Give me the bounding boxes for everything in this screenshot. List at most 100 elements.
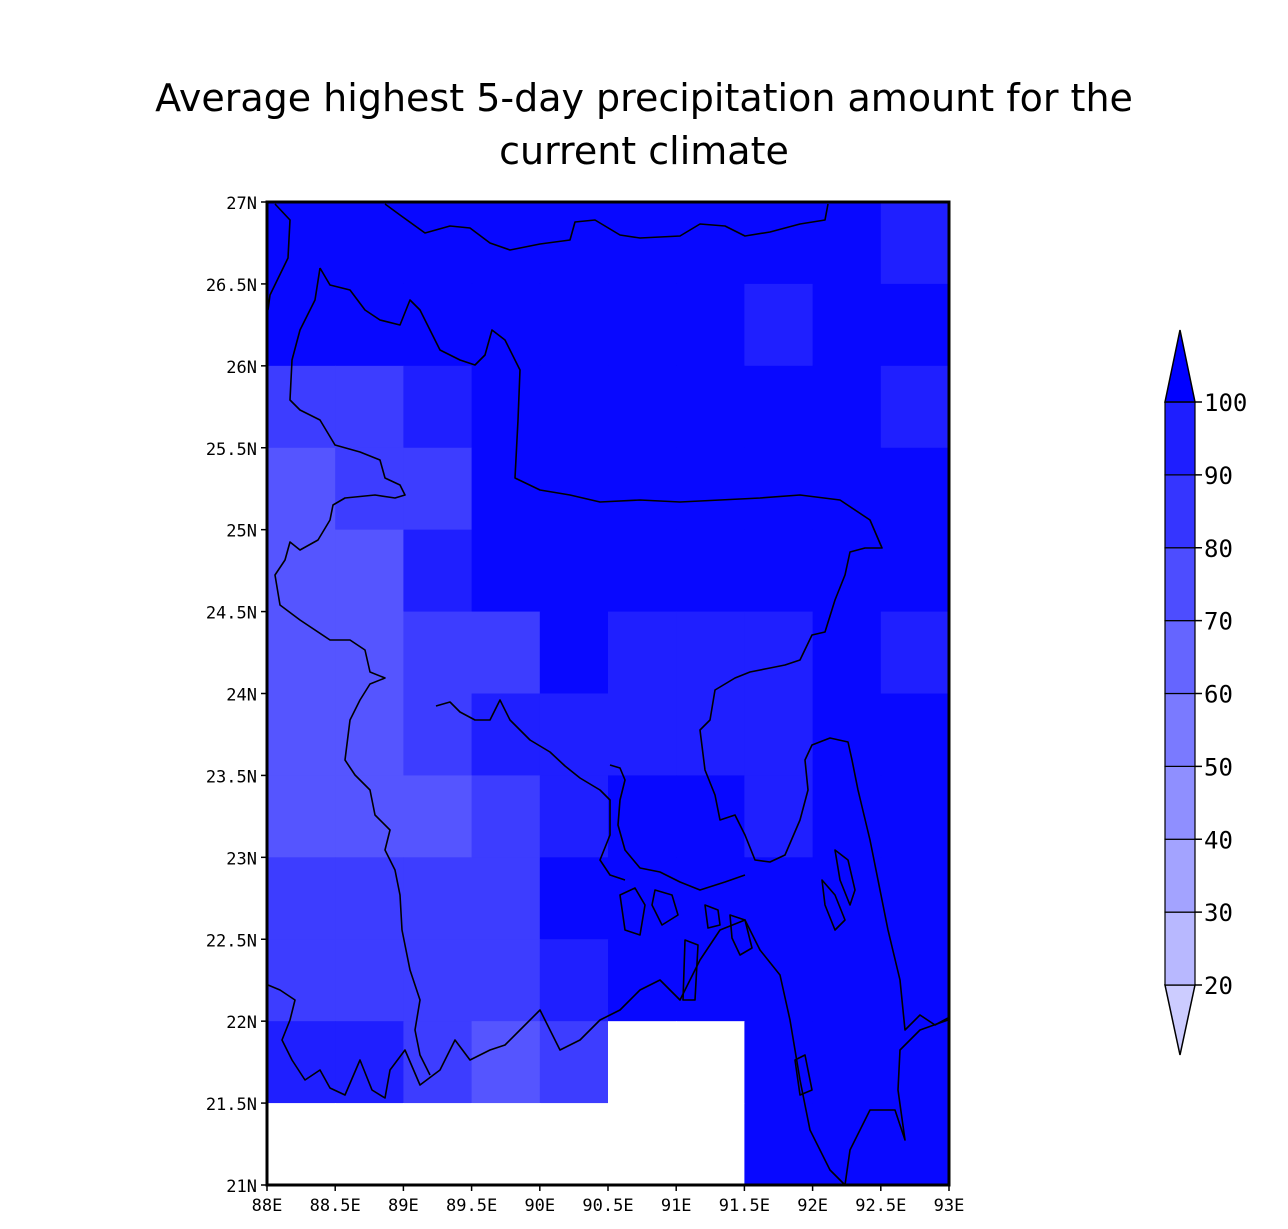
- heatmap-cell: [403, 283, 473, 367]
- heatmap-cell: [403, 529, 473, 613]
- heatmap-cell: [403, 611, 473, 695]
- heatmap-cell: [880, 857, 950, 940]
- heatmap-cell: [676, 857, 745, 940]
- colorbar-label: 40: [1204, 826, 1233, 854]
- heatmap-cell: [880, 939, 950, 1022]
- heatmap-cell: [539, 447, 609, 531]
- heatmap-cell: [335, 283, 404, 367]
- heatmap-cell: [539, 365, 609, 449]
- heatmap-cell: [812, 283, 882, 367]
- heatmap-cell: [335, 775, 404, 858]
- heatmap-cell: [744, 611, 814, 695]
- island-path-1: [619, 887, 646, 936]
- y-tick-label: 24N: [226, 686, 257, 706]
- x-tick-label: 89E: [388, 1196, 419, 1216]
- heatmap-cell: [676, 775, 745, 858]
- chart-title-line-2: current climate: [499, 129, 789, 173]
- river-padma-path: [435, 699, 626, 881]
- colorbar-label: 70: [1204, 608, 1233, 636]
- heatmap-cell: [608, 611, 677, 695]
- heatmap-cell: [744, 939, 814, 1022]
- heatmap-cell: [335, 939, 404, 1022]
- heatmap-cell: [471, 365, 541, 449]
- heatmap-cell: [539, 775, 609, 858]
- y-tick-label: 25N: [226, 522, 257, 542]
- heatmap-cell: [812, 939, 882, 1022]
- colorbar-label: 90: [1204, 462, 1233, 490]
- heatmap-cell: [676, 283, 745, 367]
- heatmap-cell: [744, 202, 814, 285]
- heatmap-cell: [744, 447, 814, 531]
- island-path-4: [729, 914, 753, 956]
- coastline-path: [267, 203, 291, 311]
- heatmap-cell: [744, 283, 814, 367]
- heatmap-cell: [812, 775, 882, 858]
- heatmap-cell: [608, 939, 677, 1022]
- heatmap-cell: [539, 611, 609, 695]
- heatmap-cell: [471, 1103, 541, 1186]
- heatmap-cell: [812, 202, 882, 285]
- x-tick-label: 89.5E: [446, 1196, 497, 1216]
- heatmap-cell: [539, 1103, 609, 1186]
- heatmap-cell: [676, 693, 745, 777]
- heatmap-cell: [471, 1021, 541, 1104]
- heatmap-cell: [403, 365, 473, 449]
- heatmap-cell: [539, 283, 609, 367]
- heatmap-cell: [608, 1103, 677, 1186]
- heatmap-cell: [744, 529, 814, 613]
- y-tick-label: 21N: [226, 1177, 257, 1197]
- heatmap-cell: [403, 775, 473, 858]
- heatmap-cell: [335, 857, 404, 940]
- coastline-overlay: [267, 203, 949, 1186]
- heatmap-cell: [608, 857, 677, 940]
- chart-title: Average highest 5-day precipitation amou…: [0, 72, 1288, 178]
- delta-coast-path: [267, 919, 846, 1186]
- x-tick-label: 93E: [934, 1196, 965, 1216]
- x-tick-label: 92E: [797, 1196, 828, 1216]
- colorbar-label: 100: [1204, 389, 1247, 417]
- y-tick-label: 26.5N: [206, 276, 257, 296]
- colorbar-label: 20: [1204, 972, 1233, 1000]
- heatmap-cell: [608, 1021, 677, 1104]
- coast-east-path: [844, 1019, 949, 1186]
- heatmap-cell: [539, 693, 609, 777]
- heatmap-cell: [471, 857, 541, 940]
- heatmap-cell: [403, 857, 473, 940]
- heatmap-cell: [471, 202, 541, 285]
- heatmap-cell: [880, 365, 950, 449]
- heatmap-cell: [744, 775, 814, 858]
- heatmap-cell: [335, 529, 404, 613]
- island-path-2: [651, 889, 679, 926]
- heatmap-cell: [267, 857, 336, 940]
- x-tick-label: 90.5E: [582, 1196, 633, 1216]
- bangladesh-border-path: [319, 267, 949, 1031]
- river-jamuna-path: [609, 764, 746, 891]
- heatmap-cell: [744, 1103, 814, 1186]
- heatmap-cell: [403, 939, 473, 1022]
- colorbar-band: [1164, 838, 1196, 913]
- heatmap-cell: [267, 775, 336, 858]
- colorbar-band: [1164, 620, 1196, 695]
- heatmap-cell: [335, 202, 404, 285]
- colorbar-extend-low: [1164, 984, 1196, 1056]
- heatmap-cell: [403, 202, 473, 285]
- heatmap-cell: [880, 202, 950, 285]
- heatmap-cell: [812, 611, 882, 695]
- chart-title-line-1: Average highest 5-day precipitation amou…: [155, 76, 1133, 120]
- island-path-3: [704, 904, 721, 929]
- heatmap-cell: [744, 365, 814, 449]
- heatmap-cell: [608, 529, 677, 613]
- y-tick-label: 24.5N: [206, 604, 257, 624]
- x-tick-label: 90E: [524, 1196, 555, 1216]
- colorbar-band: [1164, 911, 1196, 986]
- heatmap-cell: [335, 1021, 404, 1104]
- heatmap-cell: [812, 365, 882, 449]
- colorbar-extend-high: [1164, 329, 1196, 403]
- colorbar-label: 60: [1204, 681, 1233, 709]
- heatmap-cell: [539, 1021, 609, 1104]
- heatmap-cell: [471, 693, 541, 777]
- island-path-6: [821, 879, 846, 931]
- heatmap-cell: [267, 447, 336, 531]
- heatmap-cell: [267, 611, 336, 695]
- heatmap-cell: [335, 611, 404, 695]
